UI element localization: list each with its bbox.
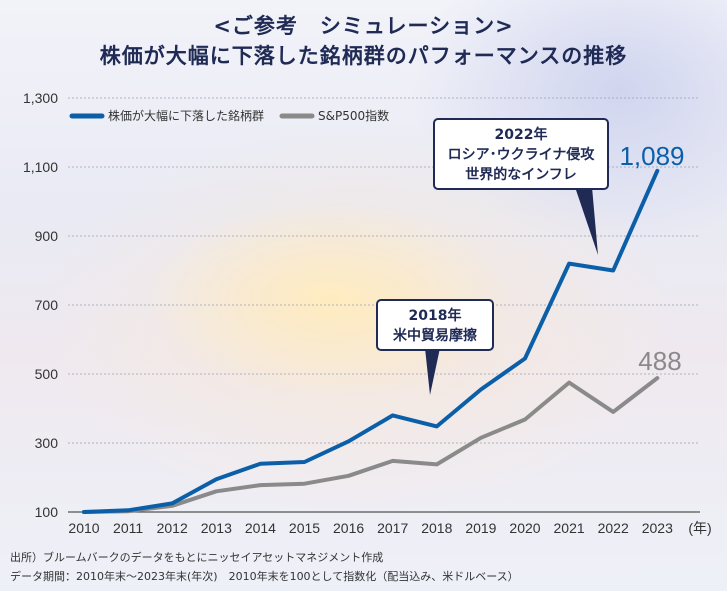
x-tick-label: 2023 (642, 520, 673, 536)
x-tick-label: 2010 (68, 520, 99, 536)
x-tick-label: 2018 (421, 520, 452, 536)
chart-title-line2: 株価が大幅に下落した銘柄群のパフォーマンスの推移 (99, 44, 628, 68)
y-tick-label: 300 (35, 435, 59, 451)
x-tick-label: 2020 (509, 520, 540, 536)
y-tick-label: 100 (35, 504, 59, 520)
x-tick-label: 2022 (598, 520, 629, 536)
x-tick-label: 2017 (377, 520, 408, 536)
x-tick-label: 2016 (333, 520, 364, 536)
legend-label: 株価が大幅に下落した銘柄群 (108, 108, 264, 123)
callout-pointer (425, 348, 440, 395)
callout-text: ロシア･ウクライナ侵攻 (448, 146, 596, 163)
callout-pointer (575, 187, 598, 255)
series-line-decline-stocks (82, 168, 660, 514)
y-tick-label: 500 (35, 366, 59, 382)
x-tick-label: 2015 (289, 520, 320, 536)
y-tick-label: 900 (35, 228, 59, 244)
callout-box (376, 299, 494, 351)
y-tick-label: 1,100 (23, 159, 58, 175)
end-label-sp500: 488 (638, 346, 681, 376)
x-tick-label: 2013 (201, 520, 232, 536)
y-tick-label: 700 (35, 297, 59, 313)
callout-text: 2022年 (495, 126, 548, 143)
callout-box (433, 118, 609, 190)
callout-text: 世界的なインフレ (465, 166, 577, 183)
callout-text: 2018年 (409, 307, 462, 324)
footer-source: 出所）ブルームバークのデータをもとにニッセイアセットマネジメント作成 (10, 551, 384, 564)
x-tick-label: 2011 (113, 520, 143, 536)
chart-title-line1: <ご参考 シミュレーション> (213, 14, 514, 38)
end-label-decline-stocks: 1,089 (619, 141, 684, 171)
x-tick-label: 2014 (245, 520, 276, 536)
x-axis-unit: (年) (688, 520, 711, 536)
x-tick-label: 2012 (157, 520, 188, 536)
x-tick-label: 2021 (554, 520, 585, 536)
legend-label: S&P500指数 (318, 108, 389, 123)
x-tick-label: 2019 (465, 520, 496, 536)
series-line-sp500 (82, 376, 660, 514)
footer-period: データ期間：2010年末～2023年末(年次) 2010年末を100として指数化… (10, 570, 519, 583)
callout-text: 米中貿易摩擦 (393, 327, 477, 344)
y-tick-label: 1,300 (23, 90, 58, 106)
